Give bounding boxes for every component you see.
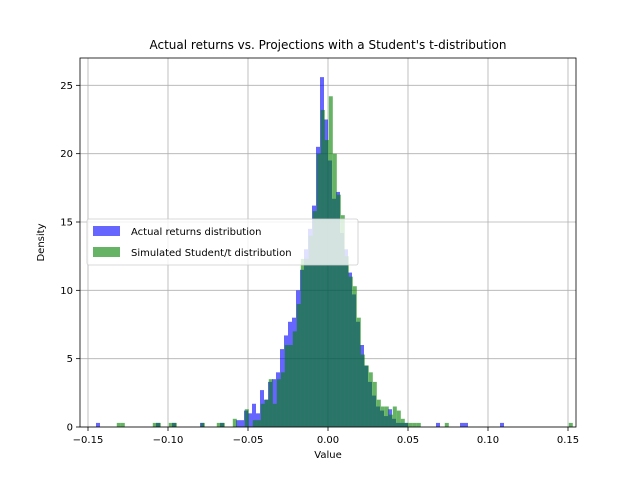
histogram-bar bbox=[384, 406, 389, 427]
y-tick-label: 25 bbox=[60, 81, 73, 92]
histogram-bar bbox=[388, 414, 393, 427]
histogram-bar bbox=[172, 422, 177, 427]
histogram-bar bbox=[400, 418, 405, 427]
histogram-bar bbox=[252, 420, 257, 427]
histogram-bar bbox=[412, 422, 417, 427]
histogram-bar bbox=[396, 410, 401, 427]
histogram-bar bbox=[280, 372, 285, 427]
histogram-bar bbox=[324, 140, 329, 427]
histogram-bar bbox=[312, 211, 317, 427]
legend-label-simulated: Simulated Student/t distribution bbox=[131, 248, 292, 259]
legend-swatch-simulated bbox=[93, 247, 120, 257]
y-tick-label: 15 bbox=[60, 218, 73, 229]
histogram-bar bbox=[372, 381, 377, 427]
histogram-bar bbox=[252, 403, 256, 427]
histogram-bar bbox=[304, 258, 309, 427]
histogram-bar bbox=[292, 331, 297, 427]
legend-label-actual: Actual returns distribution bbox=[131, 227, 261, 238]
histogram-bar bbox=[300, 258, 305, 427]
x-axis-label: Value bbox=[314, 450, 341, 461]
histogram-bar bbox=[348, 276, 353, 427]
histogram-bar bbox=[264, 399, 269, 427]
histogram-bar bbox=[380, 406, 385, 427]
histogram-bar bbox=[236, 420, 240, 427]
histogram-bar bbox=[308, 235, 313, 427]
histogram-bar bbox=[360, 354, 365, 427]
histogram-bar bbox=[436, 422, 440, 427]
histogram-bar bbox=[168, 422, 173, 427]
chart-title: Actual returns vs. Projections with a St… bbox=[149, 38, 506, 52]
histogram-bar bbox=[356, 317, 361, 427]
legend-box bbox=[86, 218, 359, 266]
histogram-bar bbox=[120, 422, 125, 427]
histogram-bar bbox=[340, 215, 345, 427]
x-tick-label: 0.05 bbox=[397, 435, 419, 446]
histogram-bar bbox=[464, 422, 468, 427]
histogram-bar bbox=[244, 409, 249, 427]
y-tick-label: 0 bbox=[67, 423, 73, 434]
histogram-bar bbox=[284, 345, 289, 427]
legend: Actual returns distribution Simulated St… bbox=[86, 218, 359, 266]
histogram-bar bbox=[96, 422, 100, 427]
histogram-bar bbox=[500, 422, 504, 427]
histogram-bar bbox=[416, 422, 421, 427]
histogram-bar bbox=[444, 422, 449, 427]
histogram-bar bbox=[344, 256, 349, 427]
histogram-bar bbox=[248, 413, 252, 427]
x-tick-label: −0.05 bbox=[233, 435, 264, 446]
histogram-bar bbox=[288, 345, 293, 427]
y-tick-label: 20 bbox=[60, 149, 73, 160]
histogram-bar bbox=[404, 422, 409, 427]
histogram-bar bbox=[256, 420, 261, 427]
histogram-bar bbox=[156, 422, 161, 427]
histogram-bar bbox=[116, 422, 121, 427]
histogram-bar bbox=[296, 304, 301, 427]
histogram-bar bbox=[200, 422, 205, 427]
x-tick-label: 0.00 bbox=[317, 435, 339, 446]
histogram-bar bbox=[364, 365, 369, 427]
legend-swatch-actual bbox=[93, 226, 120, 236]
histogram-bar bbox=[392, 406, 397, 427]
histogram-bar bbox=[240, 420, 244, 427]
y-tick-label: 10 bbox=[60, 286, 73, 297]
x-tick-label: 0.10 bbox=[477, 435, 499, 446]
histogram-bar bbox=[352, 286, 357, 427]
histogram-bar bbox=[408, 422, 413, 427]
x-tick-label: −0.15 bbox=[73, 435, 104, 446]
histogram-bar bbox=[272, 403, 277, 427]
histogram-bar bbox=[216, 422, 221, 427]
histogram-bar bbox=[268, 379, 273, 427]
histogram-bar bbox=[332, 153, 337, 427]
histogram-bar bbox=[232, 418, 237, 427]
histogram-bar bbox=[272, 379, 276, 427]
y-tick-label: 5 bbox=[67, 354, 73, 365]
axis-ticks: −0.15 −0.10 −0.05 0.00 0.05 0.10 0.15 0 5 10 15 20 2… bbox=[60, 81, 579, 446]
histogram-bar bbox=[376, 399, 381, 427]
y-axis-label: Density bbox=[36, 223, 47, 261]
histogram-bar bbox=[368, 372, 373, 427]
bars bbox=[96, 77, 573, 428]
histogram-bar bbox=[336, 194, 341, 427]
histogram-bar bbox=[276, 379, 281, 427]
histogram-bar bbox=[220, 422, 225, 427]
x-tick-label: −0.10 bbox=[153, 435, 184, 446]
histogram-bar bbox=[320, 109, 325, 427]
histogram-bar bbox=[460, 422, 464, 427]
histogram-bar bbox=[568, 422, 573, 427]
histogram-bar bbox=[260, 403, 265, 427]
histogram-bar bbox=[316, 153, 321, 427]
x-tick-label: 0.15 bbox=[557, 435, 579, 446]
histogram-bar bbox=[152, 422, 157, 427]
